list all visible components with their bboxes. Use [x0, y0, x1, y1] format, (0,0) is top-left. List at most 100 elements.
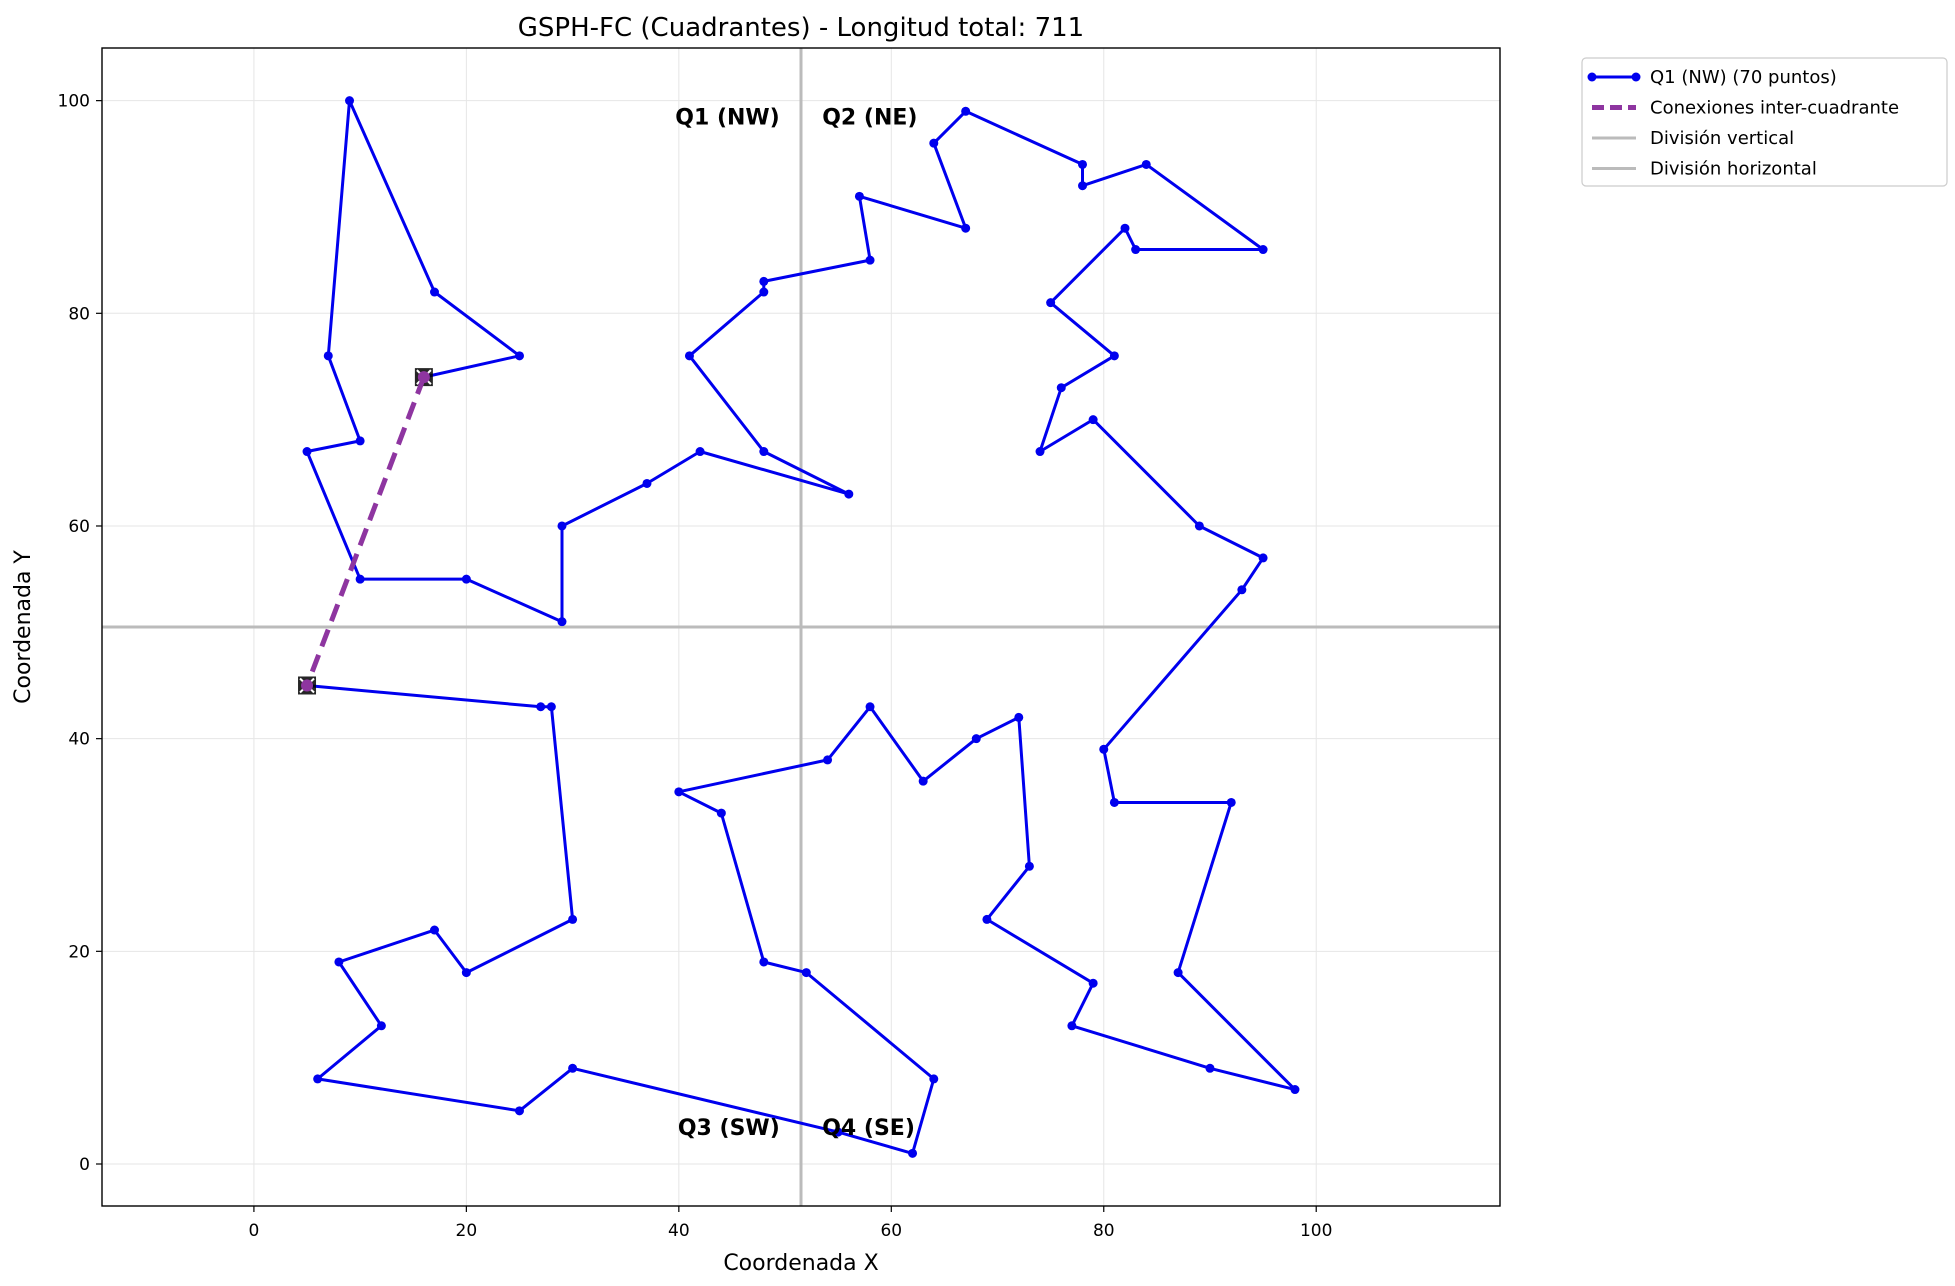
inter-connection-point	[417, 371, 430, 384]
x-tick-label: 100	[1300, 1221, 1332, 1241]
tour-point	[1237, 585, 1247, 595]
tour-point	[684, 351, 694, 361]
tour-point	[642, 478, 652, 488]
x-tick-label: 40	[668, 1221, 690, 1241]
tour-point	[568, 914, 578, 924]
tour-point	[865, 702, 875, 712]
x-axis-label: Coordenada X	[723, 1251, 878, 1276]
tour-point	[461, 574, 471, 584]
tour-point	[1194, 521, 1204, 531]
legend-item: Q1 (NW) (70 puntos)	[1587, 67, 1837, 88]
tour-point	[334, 957, 344, 967]
tour-point	[1258, 553, 1268, 563]
x-tick-label: 0	[248, 1221, 259, 1241]
tour-point	[716, 808, 726, 818]
tour-point	[313, 1074, 323, 1084]
tour-point	[514, 1106, 524, 1116]
quadrant-label: Q2 (NE)	[822, 106, 917, 131]
tour-point	[833, 1127, 843, 1137]
tour-point	[355, 574, 365, 584]
tour-point	[1056, 383, 1066, 393]
tour-point	[1131, 245, 1141, 255]
tour-line	[305, 99, 1297, 1155]
tour-point	[355, 436, 365, 446]
tour-point	[1014, 712, 1024, 722]
tour-point	[557, 617, 567, 627]
tour-point	[1141, 159, 1151, 169]
quadrant-label: Q4 (SE)	[822, 1116, 915, 1141]
tour-point	[1290, 1085, 1300, 1095]
tour-point	[759, 447, 769, 457]
y-tick-label: 100	[58, 92, 90, 112]
tour-point	[854, 191, 864, 201]
tour-point	[929, 1074, 939, 1084]
y-tick-label: 60	[68, 517, 90, 537]
tour-point	[430, 287, 440, 297]
legend-label: Conexiones inter-cuadrante	[1650, 98, 1899, 119]
tour-point	[1109, 351, 1119, 361]
inter-quadrant-connection	[304, 376, 427, 687]
y-axis-label: Coordenada Y	[11, 550, 36, 704]
tour-point	[801, 968, 811, 978]
tour-point	[1258, 245, 1268, 255]
tour-point	[908, 1148, 918, 1158]
tour-point	[918, 776, 928, 786]
tour-point	[759, 276, 769, 286]
tour-point	[1046, 298, 1056, 308]
tour-point	[345, 96, 355, 106]
data-layer: Q1 (NW) Q2 (NE) Q3 (SW) Q4 (SE)	[298, 96, 1300, 1158]
tour-point	[1088, 415, 1098, 425]
legend-item: División vertical	[1592, 128, 1794, 149]
tour-point	[1024, 861, 1034, 871]
tour-point	[323, 351, 333, 361]
legend-label: Q1 (NW) (70 puntos)	[1650, 67, 1837, 88]
tour-point	[759, 957, 769, 967]
x-tick-label: 80	[1093, 1221, 1115, 1241]
tour-point	[844, 489, 854, 499]
tour-point	[1205, 1063, 1215, 1073]
tour-point	[568, 1063, 578, 1073]
legend: Q1 (NW) (70 puntos) Conexiones inter-cuad…	[1581, 57, 1948, 187]
tour-point	[1035, 447, 1045, 457]
y-tick-label: 40	[68, 730, 90, 750]
tour-point	[546, 702, 556, 712]
tour-point	[961, 223, 971, 233]
tour-point	[1099, 744, 1109, 754]
tour-point	[557, 521, 567, 531]
tour-point	[536, 702, 546, 712]
divider-layer	[102, 48, 1500, 1206]
tour-point	[1173, 968, 1183, 978]
tour-point	[695, 447, 705, 457]
tour-point	[1078, 181, 1088, 191]
legend-label: División horizontal	[1650, 159, 1817, 180]
y-tick-label: 20	[68, 942, 90, 962]
tour-point	[514, 351, 524, 361]
tour-point	[1078, 159, 1088, 169]
tour-point	[430, 925, 440, 935]
legend-swatch-marker	[1631, 72, 1641, 82]
tour-point	[929, 138, 939, 148]
legend-item: División horizontal	[1592, 159, 1817, 180]
y-tick-label: 80	[68, 304, 90, 324]
tour-point	[1120, 223, 1130, 233]
tour-point	[1226, 797, 1236, 807]
tour-point	[961, 106, 971, 116]
plot-frame	[101, 47, 1501, 1207]
tour-point	[376, 1021, 386, 1031]
tour-point	[674, 787, 684, 797]
tour-point	[971, 734, 981, 744]
quadrant-label: Q3 (SW)	[678, 1116, 780, 1141]
tour-point	[302, 447, 312, 457]
chart-title: GSPH-FC (Cuadrantes) - Longitud total: 7…	[518, 13, 1084, 43]
tick-layer: 0 20 40 60 80 100 0 20 40 60 80 100	[58, 92, 1333, 1241]
legend-item: Conexiones inter-cuadrante	[1592, 98, 1899, 119]
quadrant-label: Q1 (NW)	[675, 106, 779, 131]
legend-swatch-marker	[1587, 72, 1597, 82]
inter-connection-point	[301, 679, 314, 692]
tour-point	[823, 755, 833, 765]
tour-point	[759, 287, 769, 297]
tour-point	[1088, 978, 1098, 988]
x-tick-label: 20	[456, 1221, 478, 1241]
